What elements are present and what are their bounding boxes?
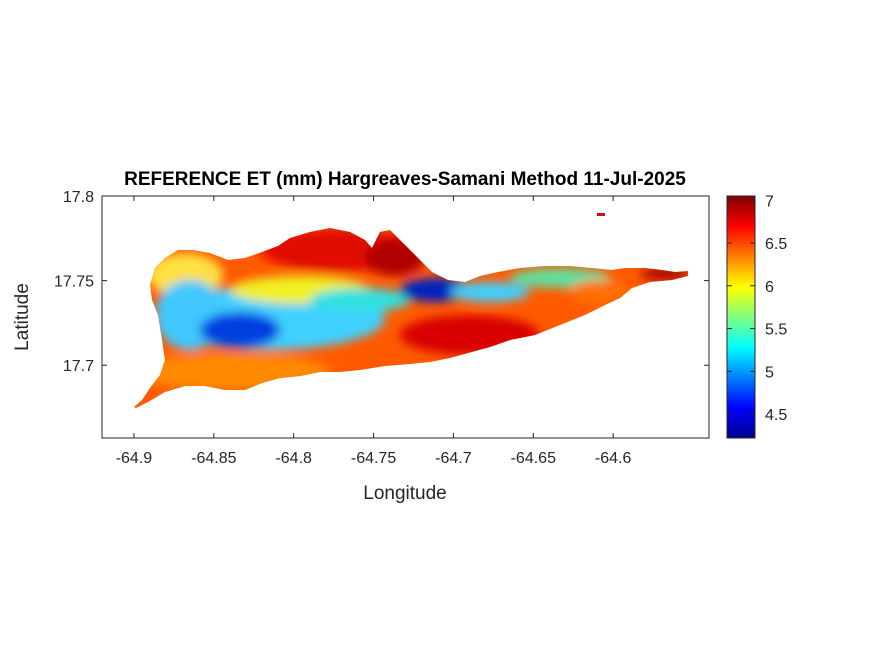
- x-tick-label: -64.75: [351, 450, 396, 467]
- x-tick-label: -64.7: [435, 450, 472, 467]
- x-tick-label: -64.85: [191, 450, 236, 467]
- y-tick-label: 17.8: [63, 189, 94, 206]
- y-tick-label: 17.7: [63, 358, 94, 375]
- x-axis-label: Longitude: [363, 483, 446, 504]
- field-zone-central-blue: [200, 312, 280, 348]
- colorbar-tick-label: 5.5: [765, 322, 787, 339]
- x-tick-label: -64.9: [116, 450, 153, 467]
- field-zone-midland-cyan: [310, 288, 410, 312]
- field-zone-east-cyan: [450, 282, 530, 302]
- x-tick-label: -64.8: [275, 450, 312, 467]
- offshore-islet: [597, 213, 605, 216]
- x-tick-label: -64.6: [595, 450, 632, 467]
- colorbar-tick-label: 4.5: [765, 407, 787, 424]
- chart-title: REFERENCE ET (mm) Hargreaves-Samani Meth…: [124, 169, 686, 190]
- y-tick-label: 17.75: [54, 274, 94, 291]
- colorbar-tick-label: 5: [765, 364, 774, 381]
- colorbar-tick-label: 7: [765, 193, 774, 210]
- colorbar-gradient: [727, 196, 755, 438]
- colorbar-tick-label: 6: [765, 279, 774, 296]
- x-tick-label: -64.65: [511, 450, 556, 467]
- colorbar: 4.5 5 5.5 6 6.5 7: [727, 193, 787, 438]
- y-axis-label: Latitude: [12, 283, 33, 351]
- colorbar-tick-label: 6.5: [765, 236, 787, 253]
